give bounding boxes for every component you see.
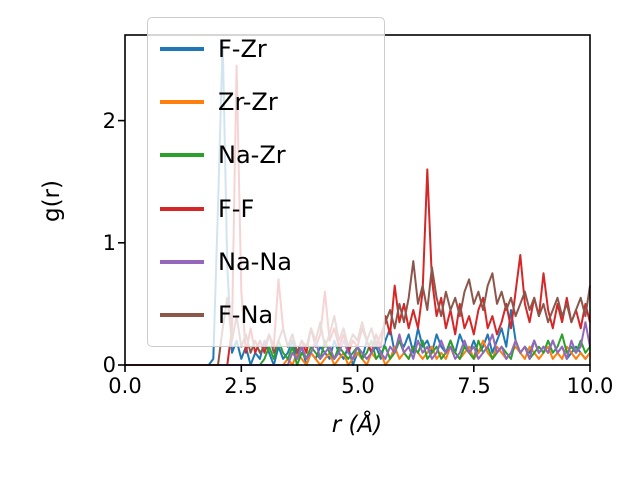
legend-label: Zr-Zr (218, 87, 278, 116)
x-tick-marks (124, 365, 591, 372)
legend-line-swatch-na-na (160, 259, 204, 264)
legend-entry-zr-zr: Zr-Zr (160, 90, 384, 114)
legend-line-swatch-f-na (160, 313, 204, 318)
legend-label: Na-Zr (218, 141, 286, 170)
legend-line-swatch-zr-zr (160, 99, 204, 104)
y-tick-label-0: 0 (102, 353, 116, 377)
legend-label: F-Zr (218, 34, 267, 63)
legend-label: Na-Na (218, 247, 292, 276)
y-tick-label-2: 2 (102, 109, 116, 133)
legend-label: F-F (218, 194, 255, 223)
legend-entry-na-zr: Na-Zr (160, 143, 384, 167)
legend-line-swatch-f-zr (160, 46, 204, 51)
y-tick-label-1: 1 (102, 231, 116, 255)
x-tick-label-3: 7.5 (457, 374, 491, 398)
x-axis-label: r (Å) (331, 412, 383, 438)
legend-entry-na-na: Na-Na (160, 250, 384, 274)
legend-entry-f-zr: F-Zr (160, 37, 384, 61)
x-tick-label-4: 10.0 (566, 374, 614, 398)
legend: F-Zr Zr-Zr Na-Zr F-F Na-Na F-Na (147, 17, 385, 347)
y-axis-label: g(r) (39, 180, 65, 223)
x-tick-label-2: 5.0 (341, 374, 375, 398)
x-tick-label-1: 2.5 (224, 374, 258, 398)
legend-entry-f-f: F-F (160, 197, 384, 221)
x-tick-label-0: 0.0 (108, 374, 142, 398)
legend-entry-f-na: F-Na (160, 303, 384, 327)
legend-label: F-Na (218, 301, 274, 330)
y-tick-marks (118, 119, 125, 366)
legend-line-swatch-na-zr (160, 153, 204, 158)
legend-line-swatch-f-f (160, 206, 204, 211)
